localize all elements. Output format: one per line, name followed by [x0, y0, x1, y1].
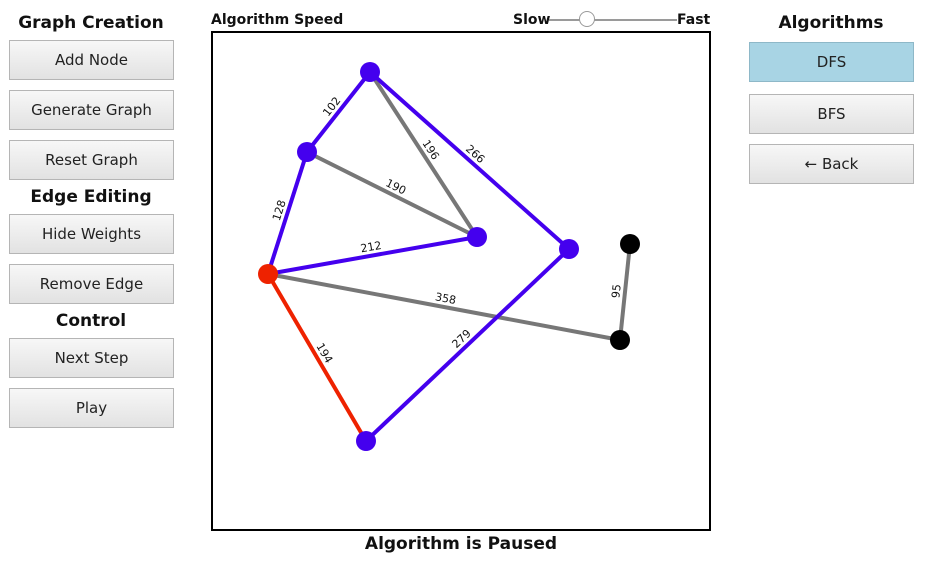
edge-editing-heading: Edge Editing [30, 187, 152, 207]
control-heading: Control [55, 311, 127, 331]
play-button[interactable]: Play [9, 388, 174, 428]
edge-weight-label: 95 [609, 283, 623, 298]
edge-weight-label: 212 [360, 239, 383, 255]
graph-edge[interactable] [306, 150, 478, 239]
edge-weight-label: 279 [450, 327, 474, 351]
dfs-button[interactable]: DFS [749, 42, 914, 82]
edge-weight-label: 266 [463, 142, 487, 166]
next-step-button[interactable]: Next Step [9, 338, 174, 378]
graph-node[interactable] [559, 239, 579, 259]
generate-graph-button[interactable]: Generate Graph [9, 90, 174, 130]
graph-edge[interactable] [368, 70, 479, 239]
graph-node[interactable] [356, 431, 376, 451]
graph-canvas[interactable]: 102 196 266 190 128 212 358 194 279 95 [211, 31, 711, 531]
graph-edge[interactable] [267, 272, 621, 342]
graph-creation-heading: Graph Creation [18, 13, 164, 33]
back-button[interactable]: ← Back [749, 144, 914, 184]
graph-node[interactable] [620, 234, 640, 254]
graph-node[interactable] [297, 142, 317, 162]
bfs-button[interactable]: BFS [749, 94, 914, 134]
speed-slider-track[interactable] [549, 19, 677, 21]
remove-edge-button[interactable]: Remove Edge [9, 264, 174, 304]
graph-edge[interactable] [266, 151, 309, 275]
graph-edge[interactable] [364, 247, 571, 443]
fast-label: Fast [677, 12, 711, 28]
algorithm-speed-label: Algorithm Speed [211, 12, 344, 28]
algorithms-heading: Algorithms [778, 13, 884, 33]
edge-weight-label: 102 [320, 94, 343, 119]
graph-edge[interactable] [618, 243, 632, 341]
graph-node[interactable] [360, 62, 380, 82]
add-node-button[interactable]: Add Node [9, 40, 174, 80]
graph-node[interactable] [610, 330, 630, 350]
graph-edge[interactable] [267, 235, 478, 276]
reset-graph-button[interactable]: Reset Graph [9, 140, 174, 180]
graph-edge[interactable] [368, 70, 571, 251]
graph-node[interactable] [258, 264, 278, 284]
slow-label: Slow [513, 12, 551, 28]
graph-edge[interactable] [266, 272, 368, 443]
hide-weights-button[interactable]: Hide Weights [9, 214, 174, 254]
graph-edge[interactable] [305, 70, 372, 154]
edge-weight-label: 128 [270, 198, 289, 222]
edge-weight-label: 358 [434, 290, 457, 307]
speed-slider-thumb[interactable] [579, 11, 596, 27]
algorithm-status: Algorithm is Paused [364, 534, 558, 554]
graph-node[interactable] [467, 227, 487, 247]
